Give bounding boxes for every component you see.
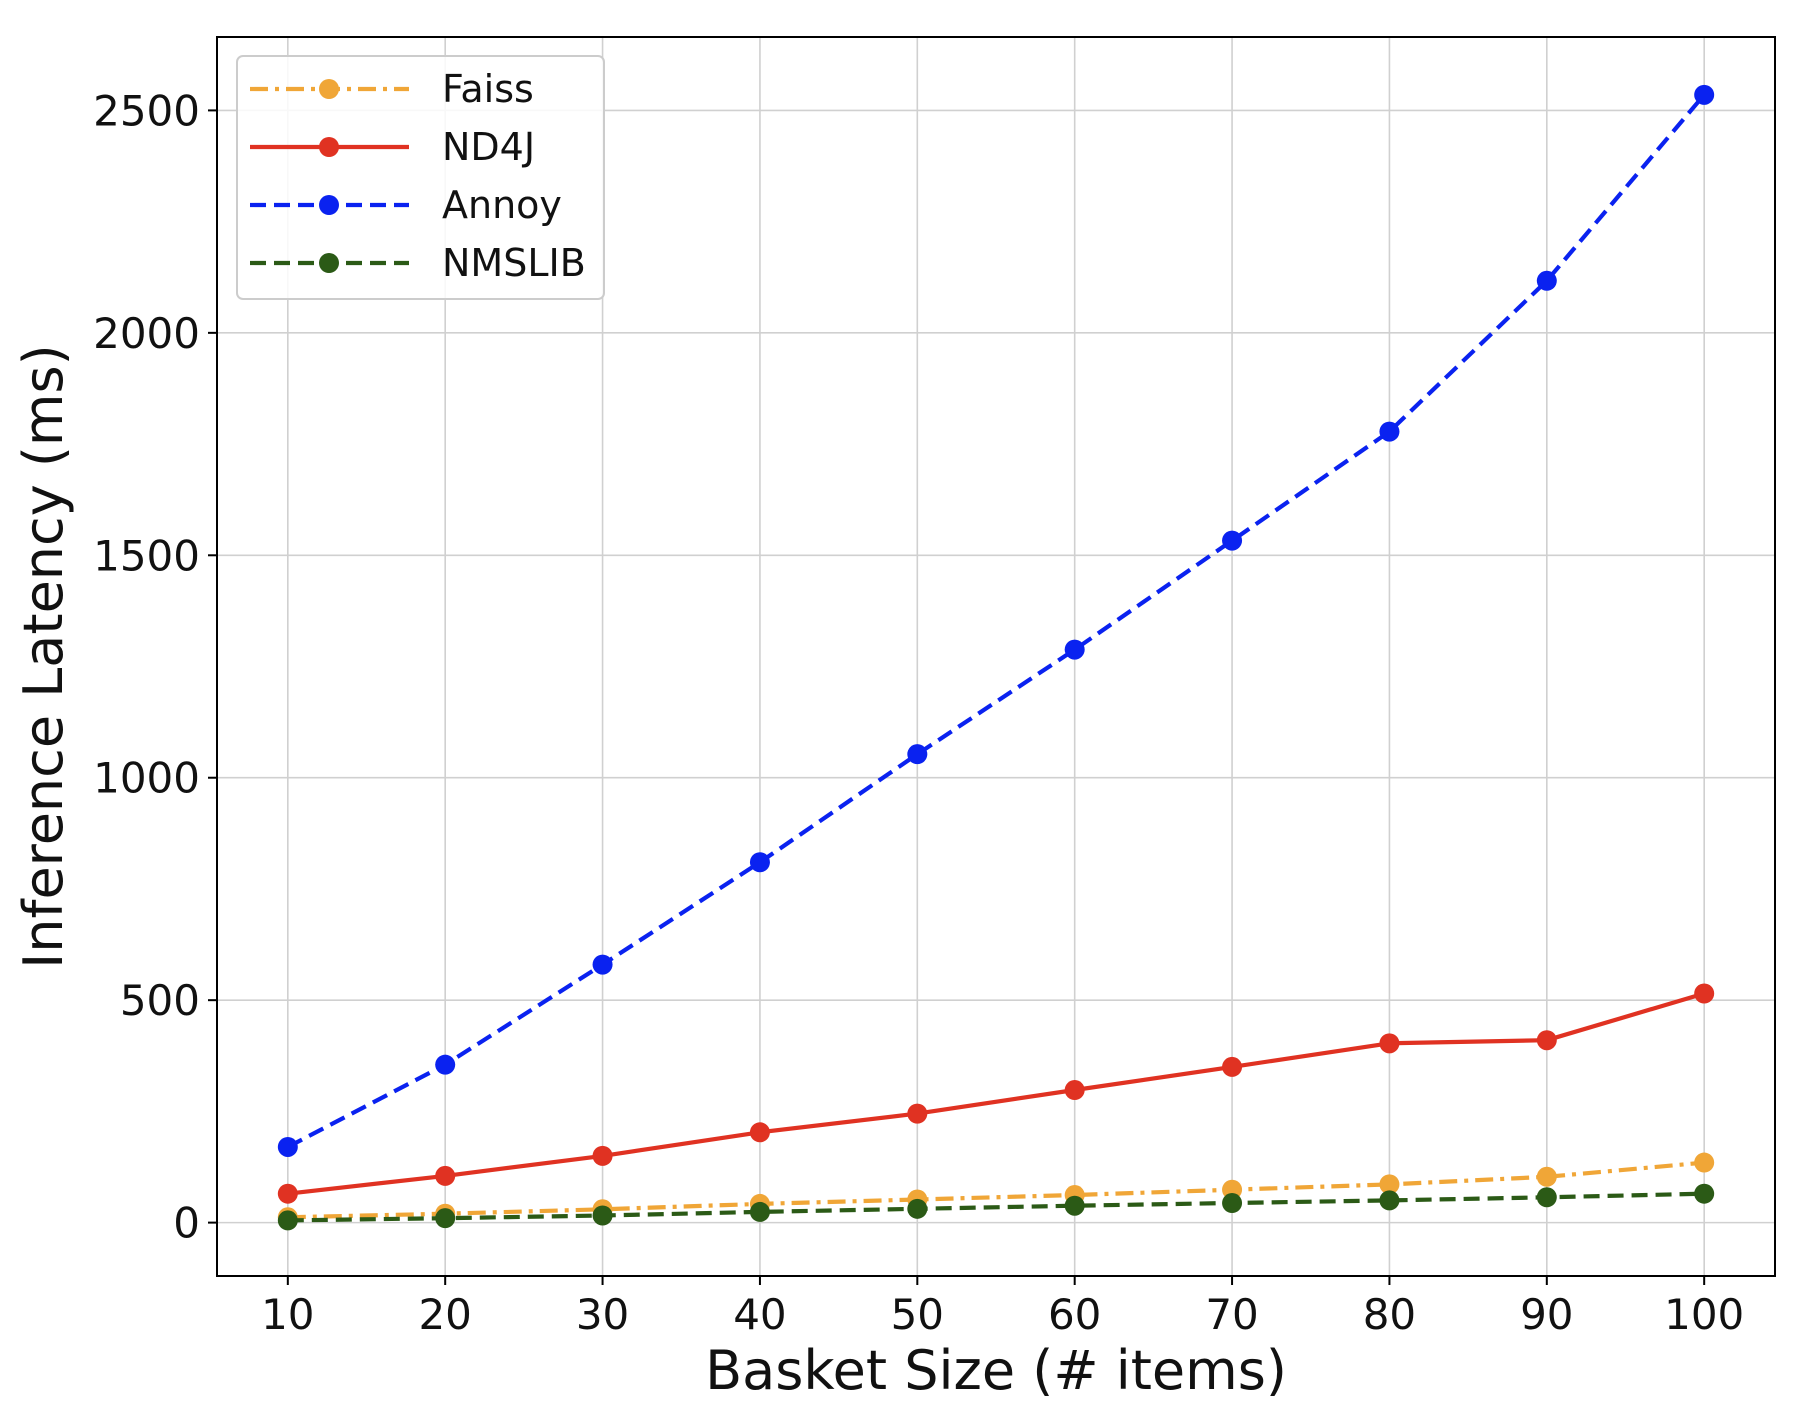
y-tick-label: 1000 [93,754,200,803]
x-tick-label: 60 [1048,1290,1101,1339]
legend-swatch-marker [319,79,339,99]
data-point [592,954,613,975]
data-point [1222,530,1243,551]
series-layer [277,84,1715,1231]
legend-label: ND4J [442,125,535,169]
data-point [1536,1030,1557,1051]
data-point [1064,1195,1085,1216]
data-point [1694,1152,1715,1173]
data-point [435,1054,456,1075]
data-point [1536,1187,1557,1208]
x-tick-label: 30 [576,1290,629,1339]
x-tick-label: 20 [418,1290,471,1339]
series-nd4j [277,983,1715,1204]
data-point [1694,983,1715,1004]
series-nmslib [277,1183,1715,1231]
x-tick-label: 80 [1363,1290,1416,1339]
data-point [907,1103,928,1124]
x-tick-label: 100 [1664,1290,1744,1339]
data-point [1536,270,1557,291]
data-point [277,1136,298,1157]
axes: 10 20 30 40 50 60 70 80 90 1000500100015002000250… [93,86,1744,1339]
legend-swatch-marker [319,195,339,215]
legend-item-annoy: Annoy [250,183,562,227]
data-point [592,1145,613,1166]
data-point [277,1183,298,1204]
legend-item-nmslib: NMSLIB [250,241,586,285]
data-point [1064,1080,1085,1101]
data-point [1379,1174,1400,1195]
x-axis-title: Basket Size (# items) [705,1339,1287,1402]
data-point [1536,1166,1557,1187]
data-point [1222,1056,1243,1077]
data-point [1222,1193,1243,1214]
legend-label: NMSLIB [442,241,586,285]
data-point [1379,1033,1400,1054]
data-point [435,1165,456,1186]
y-tick-label: 2000 [93,309,200,358]
x-tick-label: 70 [1205,1290,1258,1339]
legend-item-nd4j: ND4J [250,125,535,169]
data-point [592,1205,613,1226]
data-point [1694,84,1715,105]
legend-swatch-marker [319,253,339,273]
y-tick-label: 500 [120,976,200,1025]
data-point [1064,639,1085,660]
legend-item-faiss: Faiss [250,67,534,111]
x-tick-label: 10 [261,1290,314,1339]
plot-frame [216,36,1776,1277]
data-point [277,1210,298,1231]
x-tick-label: 50 [891,1290,944,1339]
series-line [287,991,1705,1196]
x-tick-label: 40 [733,1290,786,1339]
legend-box [236,55,605,300]
data-point [435,1208,456,1229]
data-point [1694,1183,1715,1204]
data-point [1379,1190,1400,1211]
data-point [749,852,770,873]
legend: Faiss ND4J Annoy NMSLIB [236,55,605,300]
legend-label: Annoy [442,183,562,227]
y-tick-label: 0 [173,1199,200,1248]
data-point [907,1198,928,1219]
legend-swatch-marker [319,137,339,157]
data-point [1379,421,1400,442]
y-axis-title: Inference Latency (ms) [12,344,75,968]
series-line [286,93,1706,1149]
y-tick-label: 1500 [93,531,200,580]
data-point [749,1122,770,1143]
series-annoy [277,84,1715,1157]
series-line [287,1191,1705,1223]
data-point [907,744,928,765]
y-tick-label: 2500 [93,86,200,135]
x-tick-label: 90 [1520,1290,1573,1339]
legend-label: Faiss [442,67,534,111]
data-point [749,1201,770,1222]
series-line [287,1160,1705,1220]
